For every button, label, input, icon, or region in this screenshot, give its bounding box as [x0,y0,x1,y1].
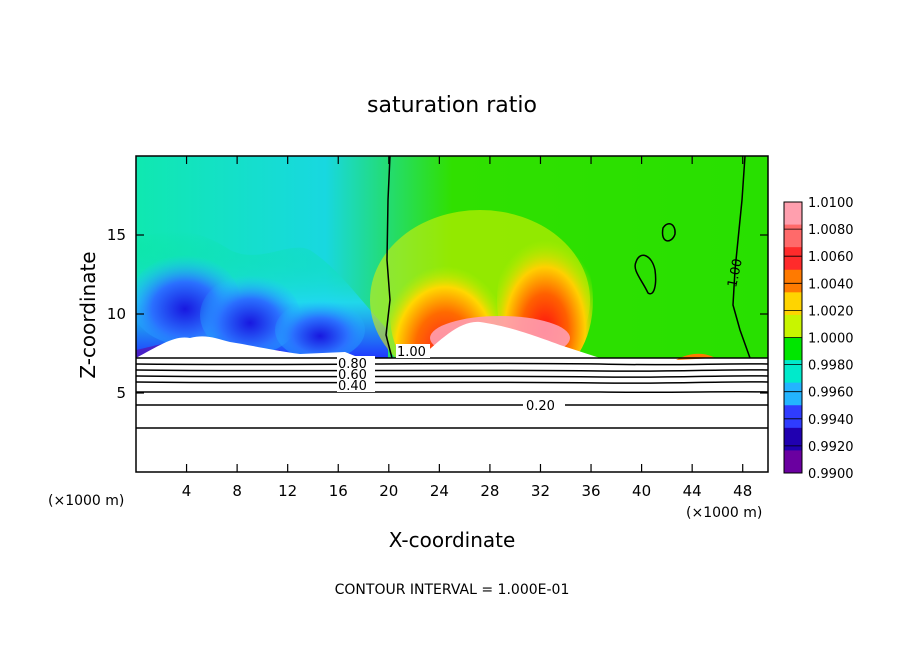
colorbar-swatch [784,450,802,473]
colorbar-swatch [784,360,802,383]
blue-core-3 [275,300,365,360]
y-axis-title: Z-coordinate [76,251,100,378]
x-tick-label: 48 [733,482,752,500]
x-tick-label: 36 [581,482,600,500]
lower-region [136,358,768,472]
plot-field [130,156,768,472]
colorbar-swatch [784,405,802,428]
x-tick-label: 44 [683,482,702,500]
y-tick-label: 5 [116,384,126,402]
x-unit-label-left: (×1000 m) [48,493,124,509]
colorbar-swatch [784,247,802,270]
colorbar-label: 1.0040 [808,277,854,292]
colorbar-label: 1.0060 [808,250,854,265]
chart-title: saturation ratio [367,93,537,118]
x-tick-label: 24 [430,482,449,500]
colorbar-swatch [784,428,802,451]
y-tick-label: 10 [107,305,126,323]
x-tick-label: 32 [531,482,550,500]
colorbar-swatch [784,225,802,248]
contour-label-5: 0.20 [526,399,555,414]
colorbar-label: 0.9900 [808,467,854,482]
y-tick-label: 15 [107,226,126,244]
colorbar-label: 0.9980 [808,359,854,374]
colorbar-swatch [784,292,802,315]
x-unit-label-right: (×1000 m) [686,505,762,521]
x-tick-label: 28 [480,482,499,500]
colorbar-swatch [784,270,802,293]
x-tick-label: 40 [632,482,651,500]
colorbar-label: 1.0020 [808,304,854,319]
x-tick-label: 8 [232,482,242,500]
x-tick-label: 20 [379,482,398,500]
contour-interval-label: CONTOUR INTERVAL = 1.000E-01 [335,582,570,598]
x-axis-title: X-coordinate [389,528,516,552]
colorbar-swatch [784,315,802,338]
colorbar-swatch [784,202,802,225]
contour-label-1: 1.00 [397,345,426,360]
x-tick-label: 4 [182,482,192,500]
colorbar-label: 0.9940 [808,413,854,428]
colorbar-label: 0.9920 [808,440,854,455]
x-tick-label: 16 [329,482,348,500]
colorbar: 1.0100 1.0080 1.0060 1.0040 1.0020 1.0000 0.99… [784,196,854,482]
x-tick-label: 12 [278,482,297,500]
colorbar-label: 0.9960 [808,386,854,401]
contour-0.30 [136,392,768,393]
colorbar-label: 1.0000 [808,332,854,347]
colorbar-label: 1.0080 [808,223,854,238]
colorbar-swatch [784,338,802,361]
colorbar-label: 1.0100 [808,196,854,211]
colorbar-swatch [784,383,802,406]
contour-label-4: 0.40 [338,379,367,394]
